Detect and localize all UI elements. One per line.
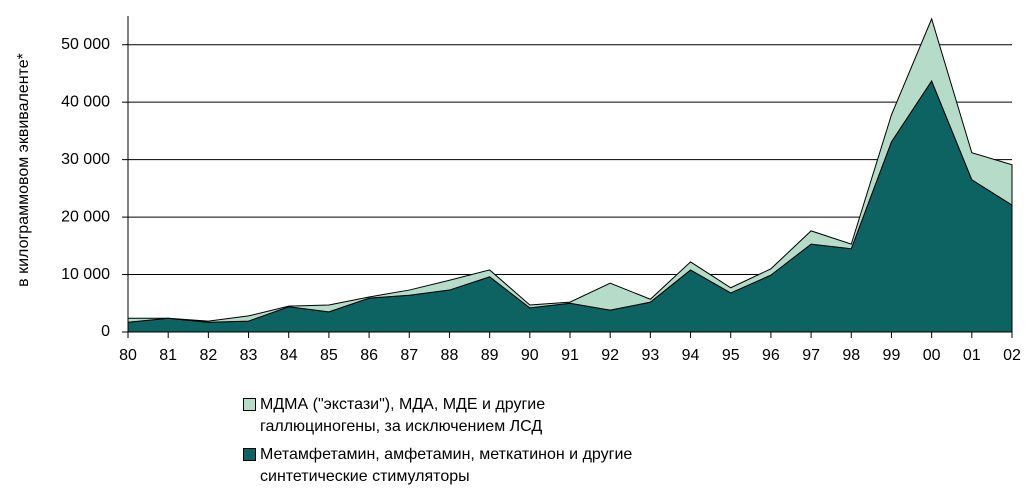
x-tick-label: 90 xyxy=(521,347,539,364)
y-tick-label: 50 000 xyxy=(61,36,110,53)
x-tick-label: 81 xyxy=(159,347,177,364)
x-tick-label: 83 xyxy=(240,347,258,364)
x-tick-label: 97 xyxy=(802,347,820,364)
chart: в килограммовом эквиваленте* 0 10 000 20 0… xyxy=(15,16,1021,364)
x-tick-label: 80 xyxy=(119,347,137,364)
legend-label: МДМА ("экстази"), МДА, МДЕ и другие галл… xyxy=(260,396,546,435)
x-tick-label: 85 xyxy=(320,347,338,364)
x-tick-label: 98 xyxy=(842,347,860,364)
x-tick-label: 93 xyxy=(641,347,659,364)
x-tick-label: 99 xyxy=(883,347,901,364)
legend-swatch xyxy=(243,448,256,461)
legend-swatch xyxy=(243,398,256,411)
area xyxy=(127,79,1013,333)
x-tick-label: 84 xyxy=(280,347,298,364)
x-tick-label: 82 xyxy=(199,347,217,364)
x-tick-label: 92 xyxy=(601,347,619,364)
legend-label: Метамфетамин, амфетамин, меткатинон и др… xyxy=(260,446,633,485)
x-tick-label: 01 xyxy=(963,347,981,364)
x-tick-label: 00 xyxy=(923,347,941,364)
y-tick-label: 0 xyxy=(101,323,110,340)
x-tick-label: 95 xyxy=(722,347,740,364)
area xyxy=(127,17,1013,323)
y-tick-label: 40 000 xyxy=(61,93,110,110)
legend: МДМА ("экстази"), МДА, МДЕ и другие галл… xyxy=(243,394,763,494)
y-tick-label: 10 000 xyxy=(61,266,110,283)
x-tick-label: 87 xyxy=(400,347,418,364)
x-tick-label: 02 xyxy=(1003,347,1021,364)
legend-item: МДМА ("экстази"), МДА, МДЕ и другие галл… xyxy=(243,394,763,438)
legend-item: Метамфетамин, амфетамин, меткатинон и др… xyxy=(243,444,763,488)
x-tick-label: 89 xyxy=(481,347,499,364)
x-tick-label: 86 xyxy=(360,347,378,364)
y-tick-label: 20 000 xyxy=(61,208,110,225)
x-tick-label: 94 xyxy=(682,347,700,364)
x-tick-label: 91 xyxy=(561,347,579,364)
x-tick-label: 96 xyxy=(762,347,780,364)
y-tick-label: 30 000 xyxy=(61,151,110,168)
y-axis-label: в килограммовом эквиваленте* xyxy=(15,53,32,287)
x-tick-label: 88 xyxy=(441,347,459,364)
